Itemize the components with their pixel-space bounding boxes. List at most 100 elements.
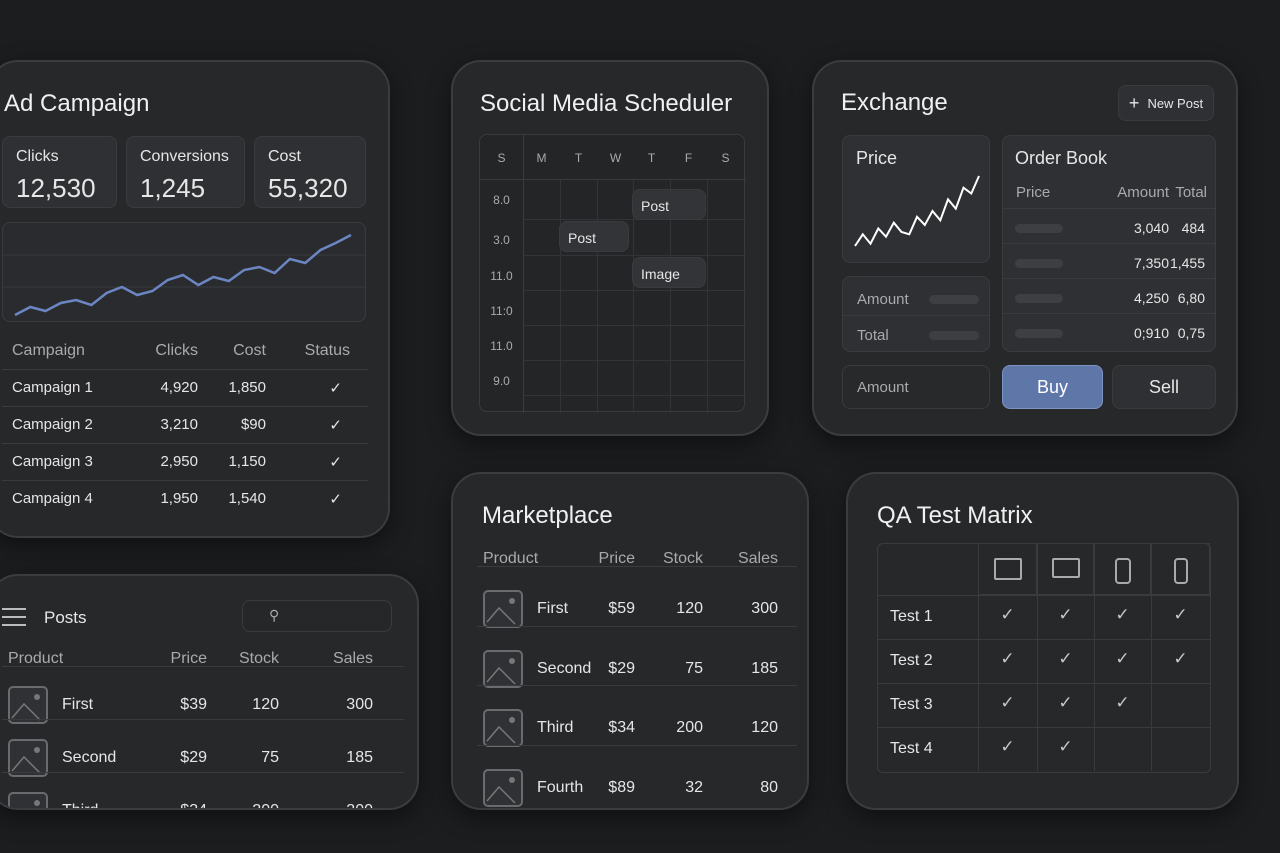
product-name: Second [537,659,592,677]
column-header: Price [598,550,635,567]
buy-button[interactable]: Buy [1002,365,1103,409]
table-cell: 1,150 [228,453,266,470]
stat-label: Clicks [16,148,59,165]
amount-cell: 0;910 [1133,325,1169,341]
order-book: Order Book Price Amount Total 3,040 484 … [1002,135,1216,352]
sales-cell: 120 [751,719,778,736]
pass-check-icon: ✓ [1000,737,1015,756]
product-image-icon [8,792,48,808]
price-label: Price [856,148,898,168]
table-cell: 1,540 [228,490,266,507]
scheduled-event[interactable]: Post [559,221,629,252]
product-name: First [537,600,569,617]
time-label: 11.0 [490,339,513,353]
price-bar [1015,294,1063,303]
pass-check-icon: ✓ [1000,605,1015,624]
column-header: Stock [662,550,703,567]
sales-cell: 300 [751,600,778,617]
time-label: 11.0 [490,269,513,283]
laptop-icon [1051,558,1080,578]
product-name: Third [62,802,98,808]
panel-title: Social Media Scheduler [480,90,733,117]
table-cell: 4,920 [160,379,198,396]
price-bar [1015,329,1063,338]
total-cell: 6,80 [1177,290,1205,306]
table-cell: $90 [240,416,266,433]
qa-test-matrix-panel: QA Test Matrix Test 1 ✓ ✓ ✓ ✓ Test 2 ✓ ✓ ✓ ✓ Tes… [846,472,1239,810]
price-line [854,175,980,247]
amount-total-card: Amount Total [842,276,990,352]
stat-label: Cost [268,148,301,165]
panel-title: Marketplace [482,502,613,529]
price-cell: $34 [608,719,635,736]
stat-label: Conversions [140,148,229,165]
product-image-icon [483,709,523,747]
pass-check-icon: ✓ [1115,649,1130,668]
price-cell: $89 [608,778,635,796]
product-name: Fourth [537,778,584,796]
time-label: 3.0 [493,233,510,247]
pass-check-icon: ✓ [1173,649,1188,668]
table-cell: 2,950 [160,453,198,470]
ad-campaign-panel: Ad Campaign Clicks 12,530 Conversions 1,… [0,60,390,538]
phone-icon [1173,558,1188,584]
status-check-icon: ✓ [329,454,342,471]
panel-title: Ad Campaign [4,90,150,117]
price-bar [1015,259,1063,268]
column-header: Clicks [155,342,198,359]
time-label: 9.0 [493,374,510,388]
column-header: Total [1175,184,1207,201]
sales-cell: 185 [346,749,373,766]
order-book-title: Order Book [1015,148,1108,168]
stock-cell: 120 [676,600,703,617]
price-cell: $59 [608,600,635,617]
stat-value: 1,245 [140,173,206,203]
product-image-icon [483,649,523,688]
table-cell: 1,850 [228,379,266,396]
amount-cell: 3,040 [1133,220,1169,236]
price-card: Price [842,135,990,263]
status-check-icon: ✓ [329,417,342,434]
price-cell: $29 [608,659,635,677]
day-header: S [497,151,506,165]
day-header: M [536,151,547,165]
posts-title: Posts [44,608,87,627]
status-check-icon: ✓ [329,491,342,508]
new-post-button[interactable]: + New Post [1118,85,1214,121]
day-header: W [609,151,622,165]
search-input[interactable]: ⚲ [242,600,392,632]
pass-check-icon: ✓ [1058,649,1073,668]
time-label: 11:0 [490,304,513,318]
column-header: Stock [238,650,279,667]
stat-card: Cost 55,320 [254,136,366,208]
stock-cell: 75 [685,659,703,677]
pass-check-icon: ✓ [1115,605,1130,624]
day-header: T [647,151,656,165]
scheduled-event[interactable]: Post [632,189,706,220]
table-cell: Campaign 2 [12,416,93,433]
pass-check-icon: ✓ [1058,605,1073,624]
product-name: First [62,696,94,713]
column-header: Price [1016,184,1051,201]
amount-cell: 7,350 [1133,255,1169,271]
time-label: 8.0 [493,193,510,207]
table-cell: 1,950 [160,490,198,507]
sales-cell: 185 [751,659,778,677]
column-header: Price [170,650,207,667]
sales-cell: 300 [346,802,373,808]
sell-button[interactable]: Sell [1112,365,1216,409]
sales-cell: 80 [760,778,778,796]
stock-cell: 200 [252,802,279,808]
scheduled-event[interactable]: Image [632,257,706,288]
price-cell: $39 [180,696,207,713]
column-header: Status [304,342,350,359]
table-cell: Campaign 4 [12,490,93,507]
amount-input[interactable]: Amount [842,365,990,409]
total-cell: 484 [1181,220,1205,236]
trend-line [14,233,352,317]
pass-check-icon: ✓ [1058,737,1073,756]
hamburger-menu-icon[interactable] [2,608,26,626]
search-icon: ⚲ [269,607,280,623]
tablet-icon [1114,558,1131,584]
product-name: Second [62,749,117,766]
